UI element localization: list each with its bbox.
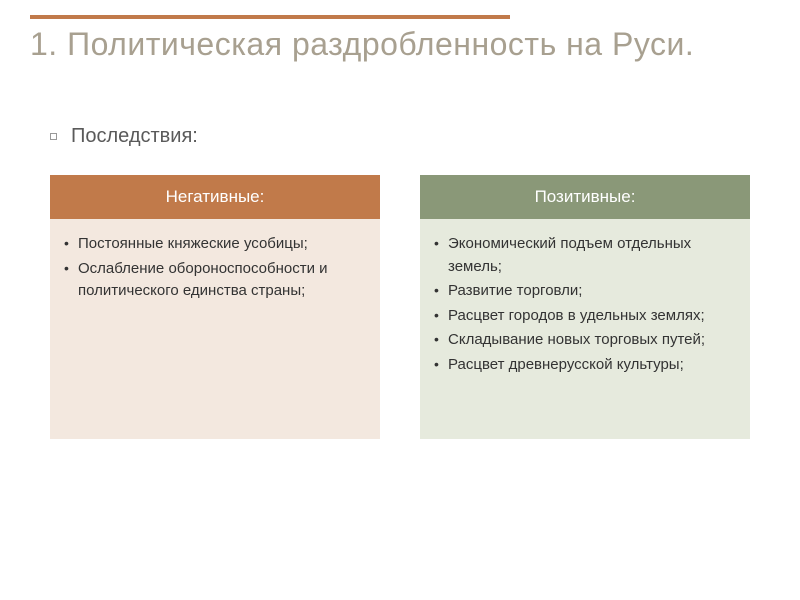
accent-bar [30,15,510,19]
list-item: Экономический подъем отдельных земель; [434,233,736,278]
list-item: Развитие торговли; [434,280,736,303]
subtitle-text: Последствия: [71,125,198,148]
list-item: Складывание новых торговых путей; [434,329,736,352]
positive-column: Позитивные: Экономический подъем отдельн… [420,175,750,439]
negative-column: Негативные: Постоянные княжеские усобицы… [50,175,380,439]
list-item: Постоянные княжеские усобицы; [64,233,366,256]
list-item: Ослабление обороноспособности и политиче… [64,258,366,303]
slide-title: 1. Политическая раздробленность на Руси. [30,24,694,64]
list-item: Расцвет городов в удельных землях; [434,305,736,328]
subtitle-row: Последствия: [50,125,198,148]
columns-container: Негативные: Постоянные княжеские усобицы… [50,175,750,439]
list-item: Расцвет древнерусской культуры; [434,354,736,377]
bullet-icon [50,133,57,140]
negative-body: Постоянные княжеские усобицы; Ослабление… [50,219,380,439]
positive-list: Экономический подъем отдельных земель; Р… [434,233,736,303]
positive-body: Экономический подъем отдельных земель; Р… [420,219,750,439]
positive-header: Позитивные: [420,175,750,219]
positive-nested-list: Расцвет городов в удельных землях; Склад… [434,305,736,377]
negative-list: Постоянные княжеские усобицы; Ослабление… [64,233,366,303]
negative-header: Негативные: [50,175,380,219]
